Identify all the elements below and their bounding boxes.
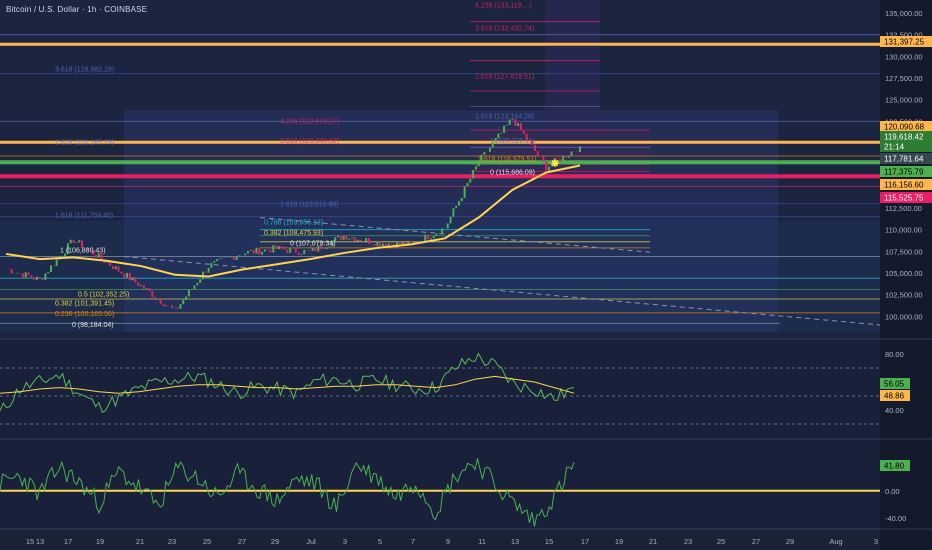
x-axis-label: 29 (271, 537, 279, 546)
fib-label: 3.618 (132,432.74) (475, 26, 534, 33)
rsi-axis-tick: 80.00 (885, 350, 904, 359)
fib-label: 4.236 (133,119,...) (475, 2, 532, 9)
fib-box-right (475, 130, 650, 180)
fib-label: 3.618 (120,348.82) (280, 138, 339, 145)
price-axis-tick: 132,500.00 (885, 31, 923, 40)
x-axis-label: 13 (36, 537, 44, 546)
price-axis-tick: 107,500.00 (885, 247, 923, 256)
osc-axis-tick: 0.00 (885, 487, 900, 496)
fib-label: 3.618 (128,582.18) (55, 66, 114, 73)
price-axis-tick: 130,000.00 (885, 52, 923, 61)
x-axis-label: 11 (478, 537, 486, 546)
x-axis-label: 25 (717, 537, 725, 546)
chart-title: Bitcoin / U.S. Dollar · 1h · COINBASE (6, 5, 148, 14)
x-axis-label: 9 (446, 537, 450, 546)
rsi-badge (880, 390, 910, 401)
x-axis-label: 3 (874, 537, 878, 546)
fib-box-lower (0, 221, 880, 332)
fib-label: 1.618 (111,759.40) (55, 212, 113, 219)
price-axis-tick: 110,000.00 (885, 226, 922, 235)
price-badge-label: 120,090.68 (884, 123, 925, 132)
price-axis-tick: 125,000.00 (885, 96, 923, 105)
osc-badge (880, 460, 910, 471)
x-axis-label: 3 (343, 537, 347, 546)
x-axis-label: 29 (786, 537, 794, 546)
price-badge-label: 115,525.75 (884, 194, 924, 203)
osc-pane-bg (0, 440, 880, 528)
fib-label: 1.618 (113,010.80) (280, 202, 339, 209)
price-badge-label: 117,375.79 (884, 168, 924, 177)
price-axis-tick: 112,500.00 (885, 204, 922, 213)
x-axis-label: 25 (203, 537, 211, 546)
fib-label: 0.5 (102,352.25) (78, 291, 129, 298)
rsi-ma-line (0, 375, 575, 394)
price-badge (880, 192, 932, 203)
price-badge (880, 166, 932, 177)
x-axis-label: 17 (581, 537, 589, 546)
x-axis-label: 7 (411, 537, 415, 546)
x-axis-label: 23 (684, 537, 692, 546)
price-badge (880, 141, 932, 152)
price-badge (880, 36, 932, 47)
fib-label: 2.618 (120,165.79) (55, 140, 114, 147)
x-axis-label: 5 (378, 537, 382, 546)
fib-label: 4.236 (122,616.27) (280, 118, 339, 125)
price-badge-label: 117,781.64 (884, 155, 924, 164)
trendline-dashed (259, 217, 651, 253)
osc-axis-tick: -40.00 (885, 514, 906, 523)
fib-label: 0.786 (109,958.13) (264, 219, 323, 226)
price-axis-bg (880, 0, 932, 550)
price-badge (880, 131, 932, 142)
price-badge-label: 21:14 (884, 143, 905, 152)
rsi-pane-bg (0, 340, 880, 438)
x-axis-label: 21 (136, 537, 144, 546)
x-axis-label: 19 (96, 537, 104, 546)
x-axis-label: 15 (26, 537, 34, 546)
price-axis-tick: 127,500.00 (885, 74, 923, 83)
fib-label: 1.618 (118,979.51) (478, 157, 537, 164)
x-axis-label: 19 (615, 537, 623, 546)
x-axis-label: 21 (649, 537, 657, 546)
axis-corner (922, 0, 932, 14)
x-axis-label: 13 (511, 537, 519, 546)
fib-label: 0 (115,686.09) (490, 170, 535, 177)
price-axis-tick: 135,000.00 (885, 9, 923, 18)
x-axis-label: Jul (306, 537, 316, 546)
fib-label: 1 (106,880.43) (60, 248, 106, 255)
star-marker-icon: ✸ (550, 156, 560, 170)
fib-label: 0 (98,184.04) (72, 322, 114, 329)
price-badge (880, 179, 932, 190)
fib-label: 2.618 (127,818.51) (475, 73, 534, 80)
rsi-badge-label: 48.86 (884, 392, 905, 401)
fib-label: 0.382 (108,475.93) (264, 230, 323, 237)
rsi-line (0, 352, 575, 413)
x-axis-label: 17 (64, 537, 72, 546)
moving-average-line (5, 164, 581, 278)
x-axis-label: 15 (545, 537, 553, 546)
price-badge-label: 119,618.42 (884, 133, 924, 142)
fib-label: 0.382 (101,391.45) (55, 300, 114, 307)
x-axis-label: 27 (238, 537, 246, 546)
rsi-badge (880, 378, 910, 389)
price-badge (880, 153, 932, 164)
price-badge-label: 131,397.25 (884, 38, 925, 47)
fib-label: 0.236 (100,165.56) (55, 311, 114, 318)
price-axis-tick: 102,500.00 (885, 291, 923, 300)
price-axis-tick: 100,000.00 (885, 312, 923, 321)
rsi-axis-tick: 40.00 (885, 406, 904, 415)
oscillator-line (0, 458, 575, 527)
fib-label: 0 (107,079.34) (290, 241, 336, 248)
fib-label: 1.618 (123,184.28) (475, 113, 534, 120)
rsi-badge-label: 56.05 (884, 380, 905, 389)
price-badge-label: 116,156.60 (884, 181, 924, 190)
x-axis-label: 27 (752, 537, 760, 546)
price-badge (880, 121, 932, 132)
price-axis-tick: 105,000.00 (885, 269, 923, 278)
x-axis-label: 23 (168, 537, 176, 546)
fib-label: 1 (120,320.11) (490, 138, 535, 145)
osc-badge-label: 41.80 (884, 462, 905, 471)
x-axis-label: Aug (829, 537, 842, 546)
